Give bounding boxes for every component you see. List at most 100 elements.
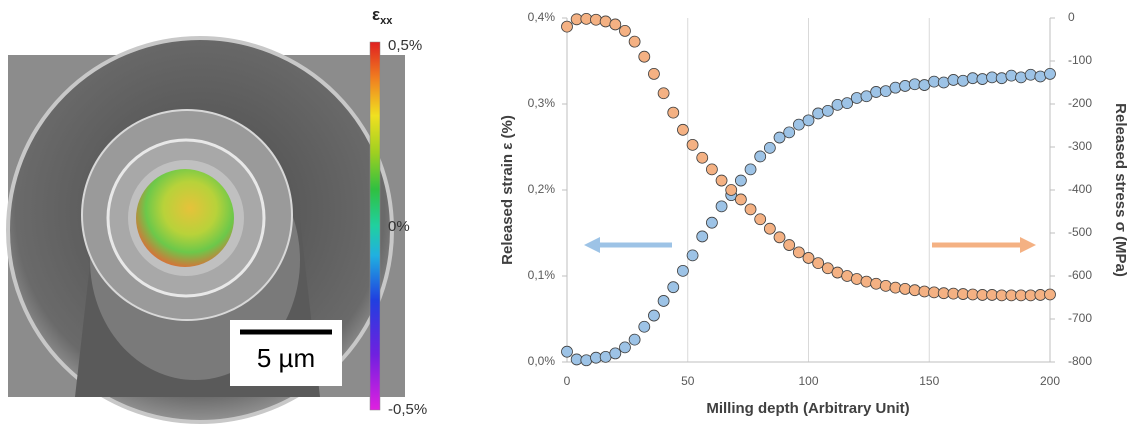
point xyxy=(561,345,573,358)
point xyxy=(706,216,718,229)
point xyxy=(715,200,728,213)
point xyxy=(889,81,902,94)
colorbar-subscript: xx xyxy=(380,15,393,27)
point xyxy=(754,150,767,163)
point xyxy=(715,174,728,187)
point xyxy=(619,24,631,37)
x-axis-title: Milling depth (Arbitrary Unit) xyxy=(706,400,909,417)
point xyxy=(937,76,950,89)
point xyxy=(725,184,738,196)
point xyxy=(792,246,805,259)
point xyxy=(734,174,747,187)
point xyxy=(860,90,873,103)
point xyxy=(696,151,709,164)
point xyxy=(976,73,989,85)
y2-tick-label: -800 xyxy=(1068,354,1092,368)
y2-tick-label: -500 xyxy=(1068,225,1092,239)
point xyxy=(802,114,815,127)
arrow-left-head xyxy=(584,237,600,253)
point xyxy=(1034,70,1047,83)
y2-tick-label: 0 xyxy=(1068,10,1075,24)
point xyxy=(580,354,593,367)
point xyxy=(802,252,815,264)
point xyxy=(609,347,622,360)
y2-tick-label: -300 xyxy=(1068,139,1092,153)
point xyxy=(628,333,641,346)
y-tick-label: 0,1% xyxy=(528,268,556,282)
point xyxy=(831,98,844,111)
point xyxy=(812,257,825,270)
y2-tick-label: -400 xyxy=(1068,182,1092,196)
colorbar-label: 0,5% xyxy=(388,37,422,54)
point xyxy=(899,282,911,295)
point xyxy=(667,281,680,294)
point xyxy=(648,309,660,322)
y2-tick-label: -600 xyxy=(1068,268,1092,282)
point xyxy=(590,13,602,26)
point xyxy=(609,18,622,31)
y-tick-label: 0,0% xyxy=(528,354,556,368)
point xyxy=(677,123,689,136)
point xyxy=(638,50,651,63)
point xyxy=(850,273,863,285)
chart: Milling depth (Arbitrary Unit) Released … xyxy=(499,10,1129,417)
y2-axis-title: Released stress σ (MPa) xyxy=(1112,103,1129,277)
y-tick-label: 0,4% xyxy=(528,10,556,24)
point xyxy=(812,107,825,120)
arrow-right-head xyxy=(1020,237,1036,253)
point xyxy=(686,138,699,151)
point xyxy=(706,163,718,176)
y-axis-title: Released strain ε (%) xyxy=(499,115,516,265)
sem-image: 5 µm xyxy=(6,36,405,424)
point xyxy=(783,126,796,139)
x-tick-label: 200 xyxy=(1040,374,1060,388)
y2-tick-label: -700 xyxy=(1068,311,1092,325)
x-tick-label: 150 xyxy=(919,374,939,388)
point xyxy=(821,262,834,275)
point xyxy=(889,281,902,294)
point xyxy=(686,249,699,262)
point xyxy=(773,231,786,244)
point xyxy=(657,295,670,307)
colorbar-title: εxx xyxy=(372,5,393,26)
point xyxy=(657,87,670,100)
point xyxy=(734,193,747,206)
colorbar: εxx 0,5% 0% -0,5% xyxy=(369,5,427,418)
point xyxy=(957,74,969,87)
point xyxy=(821,104,834,117)
x-tick-label: 100 xyxy=(798,374,818,388)
point xyxy=(667,106,680,119)
point xyxy=(648,68,660,80)
point xyxy=(1024,68,1037,81)
point xyxy=(995,72,1008,85)
point xyxy=(860,275,873,288)
x-tick-label: 0 xyxy=(564,374,571,388)
point xyxy=(899,80,911,92)
colorbar-label: -0,5% xyxy=(388,401,427,418)
point xyxy=(783,239,796,251)
point xyxy=(1005,69,1018,82)
scale-bar-label: 5 µm xyxy=(257,343,315,373)
point xyxy=(628,35,641,48)
point xyxy=(792,118,805,131)
y-tick-label: 0,3% xyxy=(528,96,556,110)
point xyxy=(696,230,709,243)
point xyxy=(744,203,757,216)
point xyxy=(638,320,651,333)
point xyxy=(754,213,767,226)
point xyxy=(763,141,776,154)
point xyxy=(1015,71,1027,84)
y2-tick-label: -100 xyxy=(1068,53,1092,67)
point xyxy=(1044,288,1056,301)
point xyxy=(841,97,854,110)
colorbar-symbol: ε xyxy=(372,5,380,24)
point xyxy=(879,279,892,292)
y2-tick-label: -200 xyxy=(1068,96,1092,110)
point xyxy=(677,264,689,277)
point xyxy=(763,222,776,235)
x-tick-label: 50 xyxy=(681,374,695,388)
y-tick-label: 0,2% xyxy=(528,182,556,196)
point xyxy=(1044,68,1056,80)
